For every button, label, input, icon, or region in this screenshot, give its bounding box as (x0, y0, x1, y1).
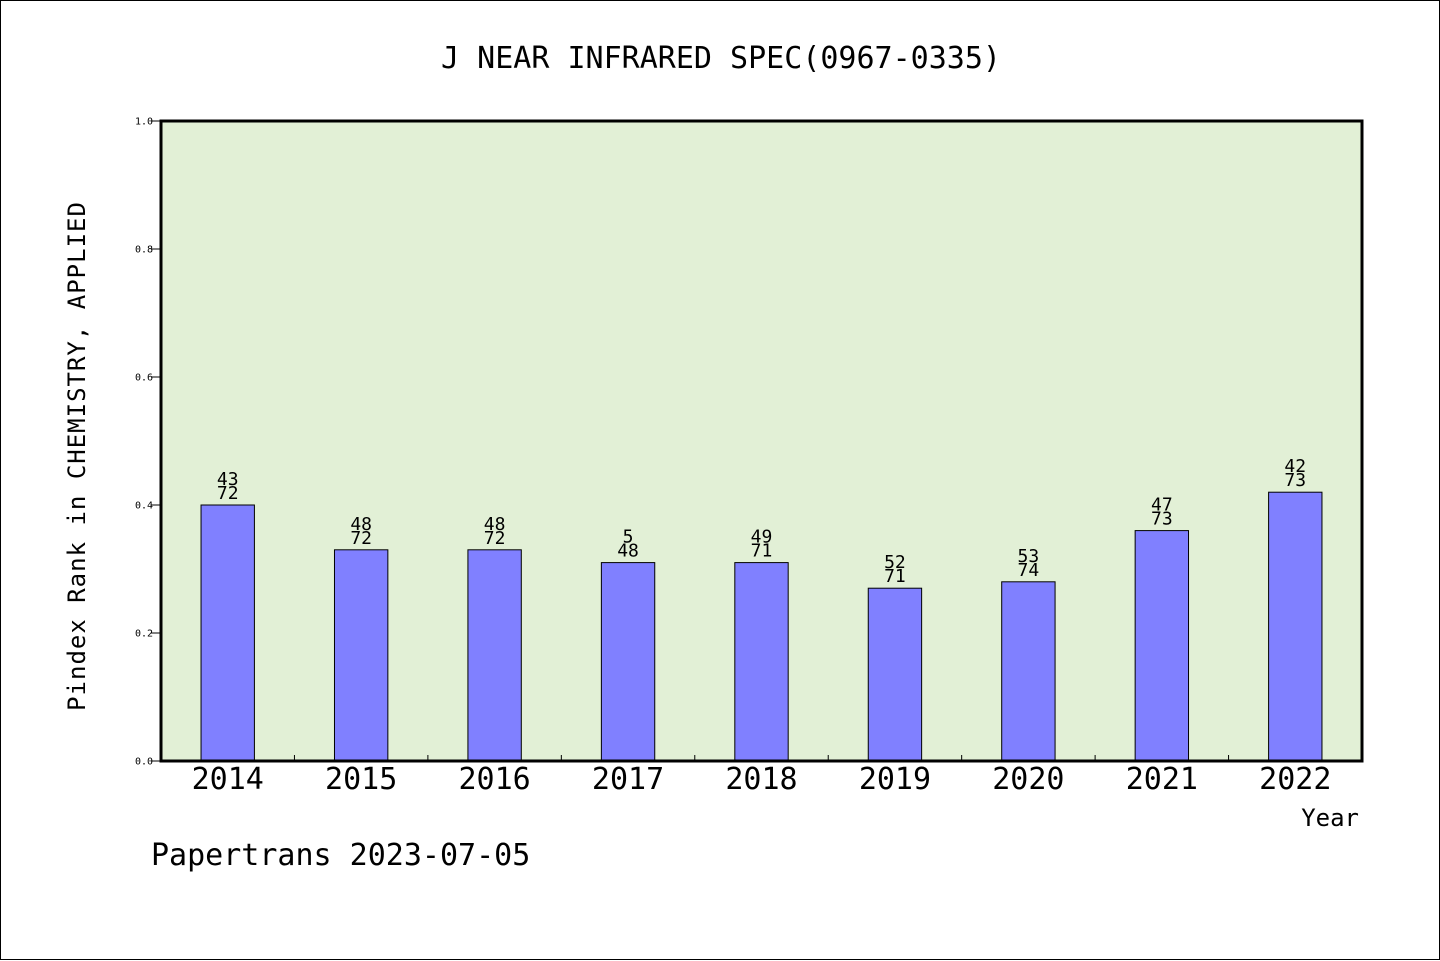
bar-label-bottom: 72 (484, 528, 506, 549)
x-tick-label: 2017 (592, 762, 664, 797)
x-tick-label: 2016 (458, 762, 530, 797)
bar (867, 587, 923, 762)
x-tick-label: 2014 (192, 762, 264, 797)
bar-label-top: 52 (884, 552, 906, 573)
bar-label-bottom: 48 (617, 541, 639, 562)
bar-label-top: 47 (1151, 495, 1173, 516)
x-tick-label: 2020 (992, 762, 1064, 797)
bar (1134, 530, 1190, 762)
y-tick-label: 0.4 (135, 501, 153, 512)
y-tick-label: 0.2 (135, 629, 153, 640)
x-tick-label: 2018 (725, 762, 797, 797)
footer-text: Papertrans 2023-07-05 (151, 838, 530, 873)
bar-label-bottom: 71 (751, 541, 773, 562)
y-axis-label: Pindex Rank in CHEMISTRY, APPLIED (63, 201, 91, 711)
bar-label-top: 48 (350, 514, 372, 535)
x-axis-label: Year (1301, 804, 1359, 832)
bar (600, 562, 656, 762)
bar (734, 562, 789, 762)
bar-label-bottom: 74 (1018, 560, 1040, 581)
bar-label-top: 49 (751, 527, 773, 548)
bar (333, 549, 389, 762)
bar-label-bottom: 72 (350, 528, 372, 549)
bar-label-top: 48 (484, 514, 506, 535)
bar-label-top: 53 (1018, 546, 1040, 567)
plot-border (159, 119, 1364, 763)
x-tick-label: 2019 (859, 762, 931, 797)
bar (200, 504, 255, 762)
bar (467, 549, 522, 762)
x-tick-label: 2021 (1126, 762, 1198, 797)
x-tick-label: 2015 (325, 762, 397, 797)
bar-label-bottom: 72 (217, 483, 239, 504)
bar-label-bottom: 73 (1284, 470, 1306, 491)
bar-label-top: 42 (1284, 456, 1306, 477)
chart-title: J NEAR INFRARED SPEC(0967-0335) (441, 41, 1001, 76)
bar-label-top: 5 (623, 527, 634, 548)
bar-label-bottom: 71 (884, 566, 906, 587)
bar-label-bottom: 73 (1151, 509, 1173, 530)
y-tick-label: 0.6 (135, 373, 153, 384)
x-tick-label: 2022 (1259, 762, 1331, 797)
bar (1268, 491, 1323, 762)
y-tick-label: 0.0 (135, 757, 153, 768)
y-tick-label: 0.8 (135, 245, 153, 256)
bar (1001, 581, 1056, 762)
bar-label-top: 43 (217, 469, 239, 490)
y-tick-label: 1.0 (135, 117, 153, 128)
